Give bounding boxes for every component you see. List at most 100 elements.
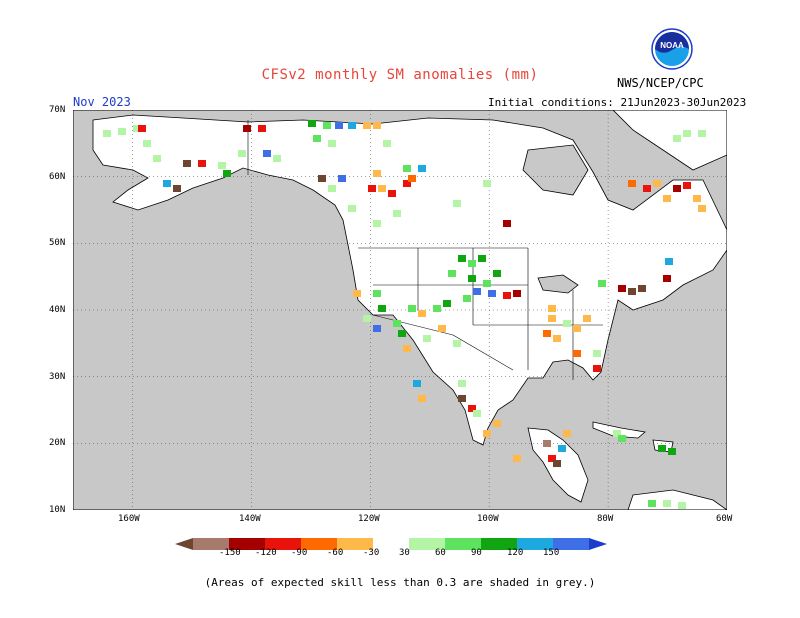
anomaly-cell bbox=[553, 335, 561, 342]
anomaly-cell bbox=[373, 170, 381, 177]
legend-swatch bbox=[553, 538, 589, 550]
lat-label: 30N bbox=[49, 372, 66, 382]
anomaly-cell bbox=[563, 320, 571, 327]
anomaly-cell bbox=[373, 220, 381, 227]
lat-label: 10N bbox=[49, 505, 66, 515]
anomaly-cell bbox=[473, 410, 481, 417]
lon-label: 100W bbox=[477, 514, 499, 524]
anomaly-cell bbox=[423, 335, 431, 342]
anomaly-cell bbox=[573, 350, 581, 357]
anomaly-cell bbox=[468, 275, 476, 282]
anomaly-cell bbox=[483, 180, 491, 187]
svg-text:NOAA: NOAA bbox=[660, 41, 684, 50]
legend-tick-label: 120 bbox=[507, 548, 524, 558]
anomaly-cell bbox=[408, 175, 416, 182]
anomaly-cell bbox=[668, 448, 676, 455]
anomaly-cell bbox=[663, 275, 671, 282]
anomaly-cell bbox=[323, 122, 331, 129]
anomaly-cell bbox=[173, 185, 181, 192]
anomaly-cell bbox=[433, 305, 441, 312]
lat-label: 50N bbox=[49, 238, 66, 248]
anomaly-cell bbox=[348, 205, 356, 212]
anomaly-cell bbox=[468, 405, 476, 412]
lon-label: 80W bbox=[597, 514, 614, 524]
legend-swatch bbox=[229, 538, 265, 550]
anomaly-cell bbox=[118, 128, 126, 135]
anomaly-cell bbox=[503, 220, 511, 227]
anomaly-cell bbox=[103, 130, 111, 137]
anomaly-cell bbox=[418, 165, 426, 172]
lat-label: 70N bbox=[49, 105, 66, 115]
anomaly-cell bbox=[243, 125, 251, 132]
anomaly-cell bbox=[683, 130, 691, 137]
legend-swatch bbox=[373, 538, 409, 550]
legend-swatch bbox=[265, 538, 301, 550]
anomaly-cell bbox=[198, 160, 206, 167]
anomaly-cell bbox=[663, 195, 671, 202]
lead-month-label: Nov 2023 bbox=[73, 95, 131, 109]
lat-label: 60N bbox=[49, 172, 66, 182]
anomaly-cell bbox=[335, 122, 343, 129]
legend-arrow-max bbox=[589, 538, 607, 550]
lon-label: 60W bbox=[716, 514, 733, 524]
anomaly-cell bbox=[438, 325, 446, 332]
anomaly-cell bbox=[698, 130, 706, 137]
anomaly-cell bbox=[468, 260, 476, 267]
anomaly-cell bbox=[593, 350, 601, 357]
legend-swatch bbox=[337, 538, 373, 550]
chart-title: CFSv2 monthly SM anomalies (mm) bbox=[261, 67, 539, 83]
anomaly-cell bbox=[368, 185, 376, 192]
legend-swatch bbox=[481, 538, 517, 550]
anomaly-cell bbox=[548, 315, 556, 322]
anomaly-cell bbox=[403, 165, 411, 172]
anomaly-cell bbox=[648, 500, 656, 507]
anomaly-cell bbox=[338, 175, 346, 182]
legend-tick-label: -150 bbox=[219, 548, 241, 558]
anomaly-cell bbox=[413, 380, 421, 387]
anomaly-cell bbox=[273, 155, 281, 162]
anomaly-cell bbox=[643, 185, 651, 192]
anomaly-cell bbox=[618, 435, 626, 442]
anomaly-cell bbox=[673, 135, 681, 142]
anomaly-cell bbox=[698, 205, 706, 212]
anomaly-cell bbox=[133, 125, 141, 132]
anomaly-cell bbox=[363, 315, 371, 322]
lon-label: 140W bbox=[239, 514, 261, 524]
legend-swatch bbox=[409, 538, 445, 550]
anomaly-cell bbox=[163, 180, 171, 187]
anomaly-cell bbox=[543, 440, 551, 447]
legend-swatch bbox=[445, 538, 481, 550]
color-legend-bar bbox=[175, 535, 625, 550]
legend-swatch bbox=[193, 538, 229, 550]
anomaly-cell bbox=[388, 190, 396, 197]
legend-tick-label: -120 bbox=[255, 548, 277, 558]
anomaly-cell bbox=[513, 290, 521, 297]
anomaly-cell bbox=[638, 285, 646, 292]
legend-tick-label: -60 bbox=[327, 548, 344, 558]
lat-label: 20N bbox=[49, 438, 66, 448]
anomaly-cell bbox=[593, 365, 601, 372]
anomaly-cell bbox=[583, 315, 591, 322]
anomaly-cell bbox=[683, 182, 691, 189]
legend-swatch bbox=[301, 538, 337, 550]
anomaly-cell bbox=[618, 285, 626, 292]
anomaly-cell bbox=[403, 345, 411, 352]
legend-tick-label: -90 bbox=[291, 548, 308, 558]
anomaly-cell bbox=[563, 430, 571, 437]
anomaly-cell bbox=[558, 445, 566, 452]
anomaly-cell bbox=[473, 288, 481, 295]
anomaly-cell bbox=[628, 180, 636, 187]
initial-conditions-label: Initial conditions: 21Jun2023-30Jun2023 bbox=[488, 96, 747, 109]
anomaly-cell bbox=[458, 380, 466, 387]
anomaly-cell bbox=[393, 210, 401, 217]
anomaly-cell bbox=[483, 280, 491, 287]
anomaly-cell bbox=[548, 455, 556, 462]
anomaly-cell bbox=[493, 270, 501, 277]
anomaly-cell bbox=[458, 395, 466, 402]
legend-tick-label: 60 bbox=[435, 548, 446, 558]
legend-arrow-min bbox=[175, 538, 193, 550]
anomaly-cell bbox=[418, 310, 426, 317]
anomaly-cell bbox=[238, 150, 246, 157]
anomaly-cell bbox=[328, 185, 336, 192]
anomaly-cell bbox=[458, 255, 466, 262]
